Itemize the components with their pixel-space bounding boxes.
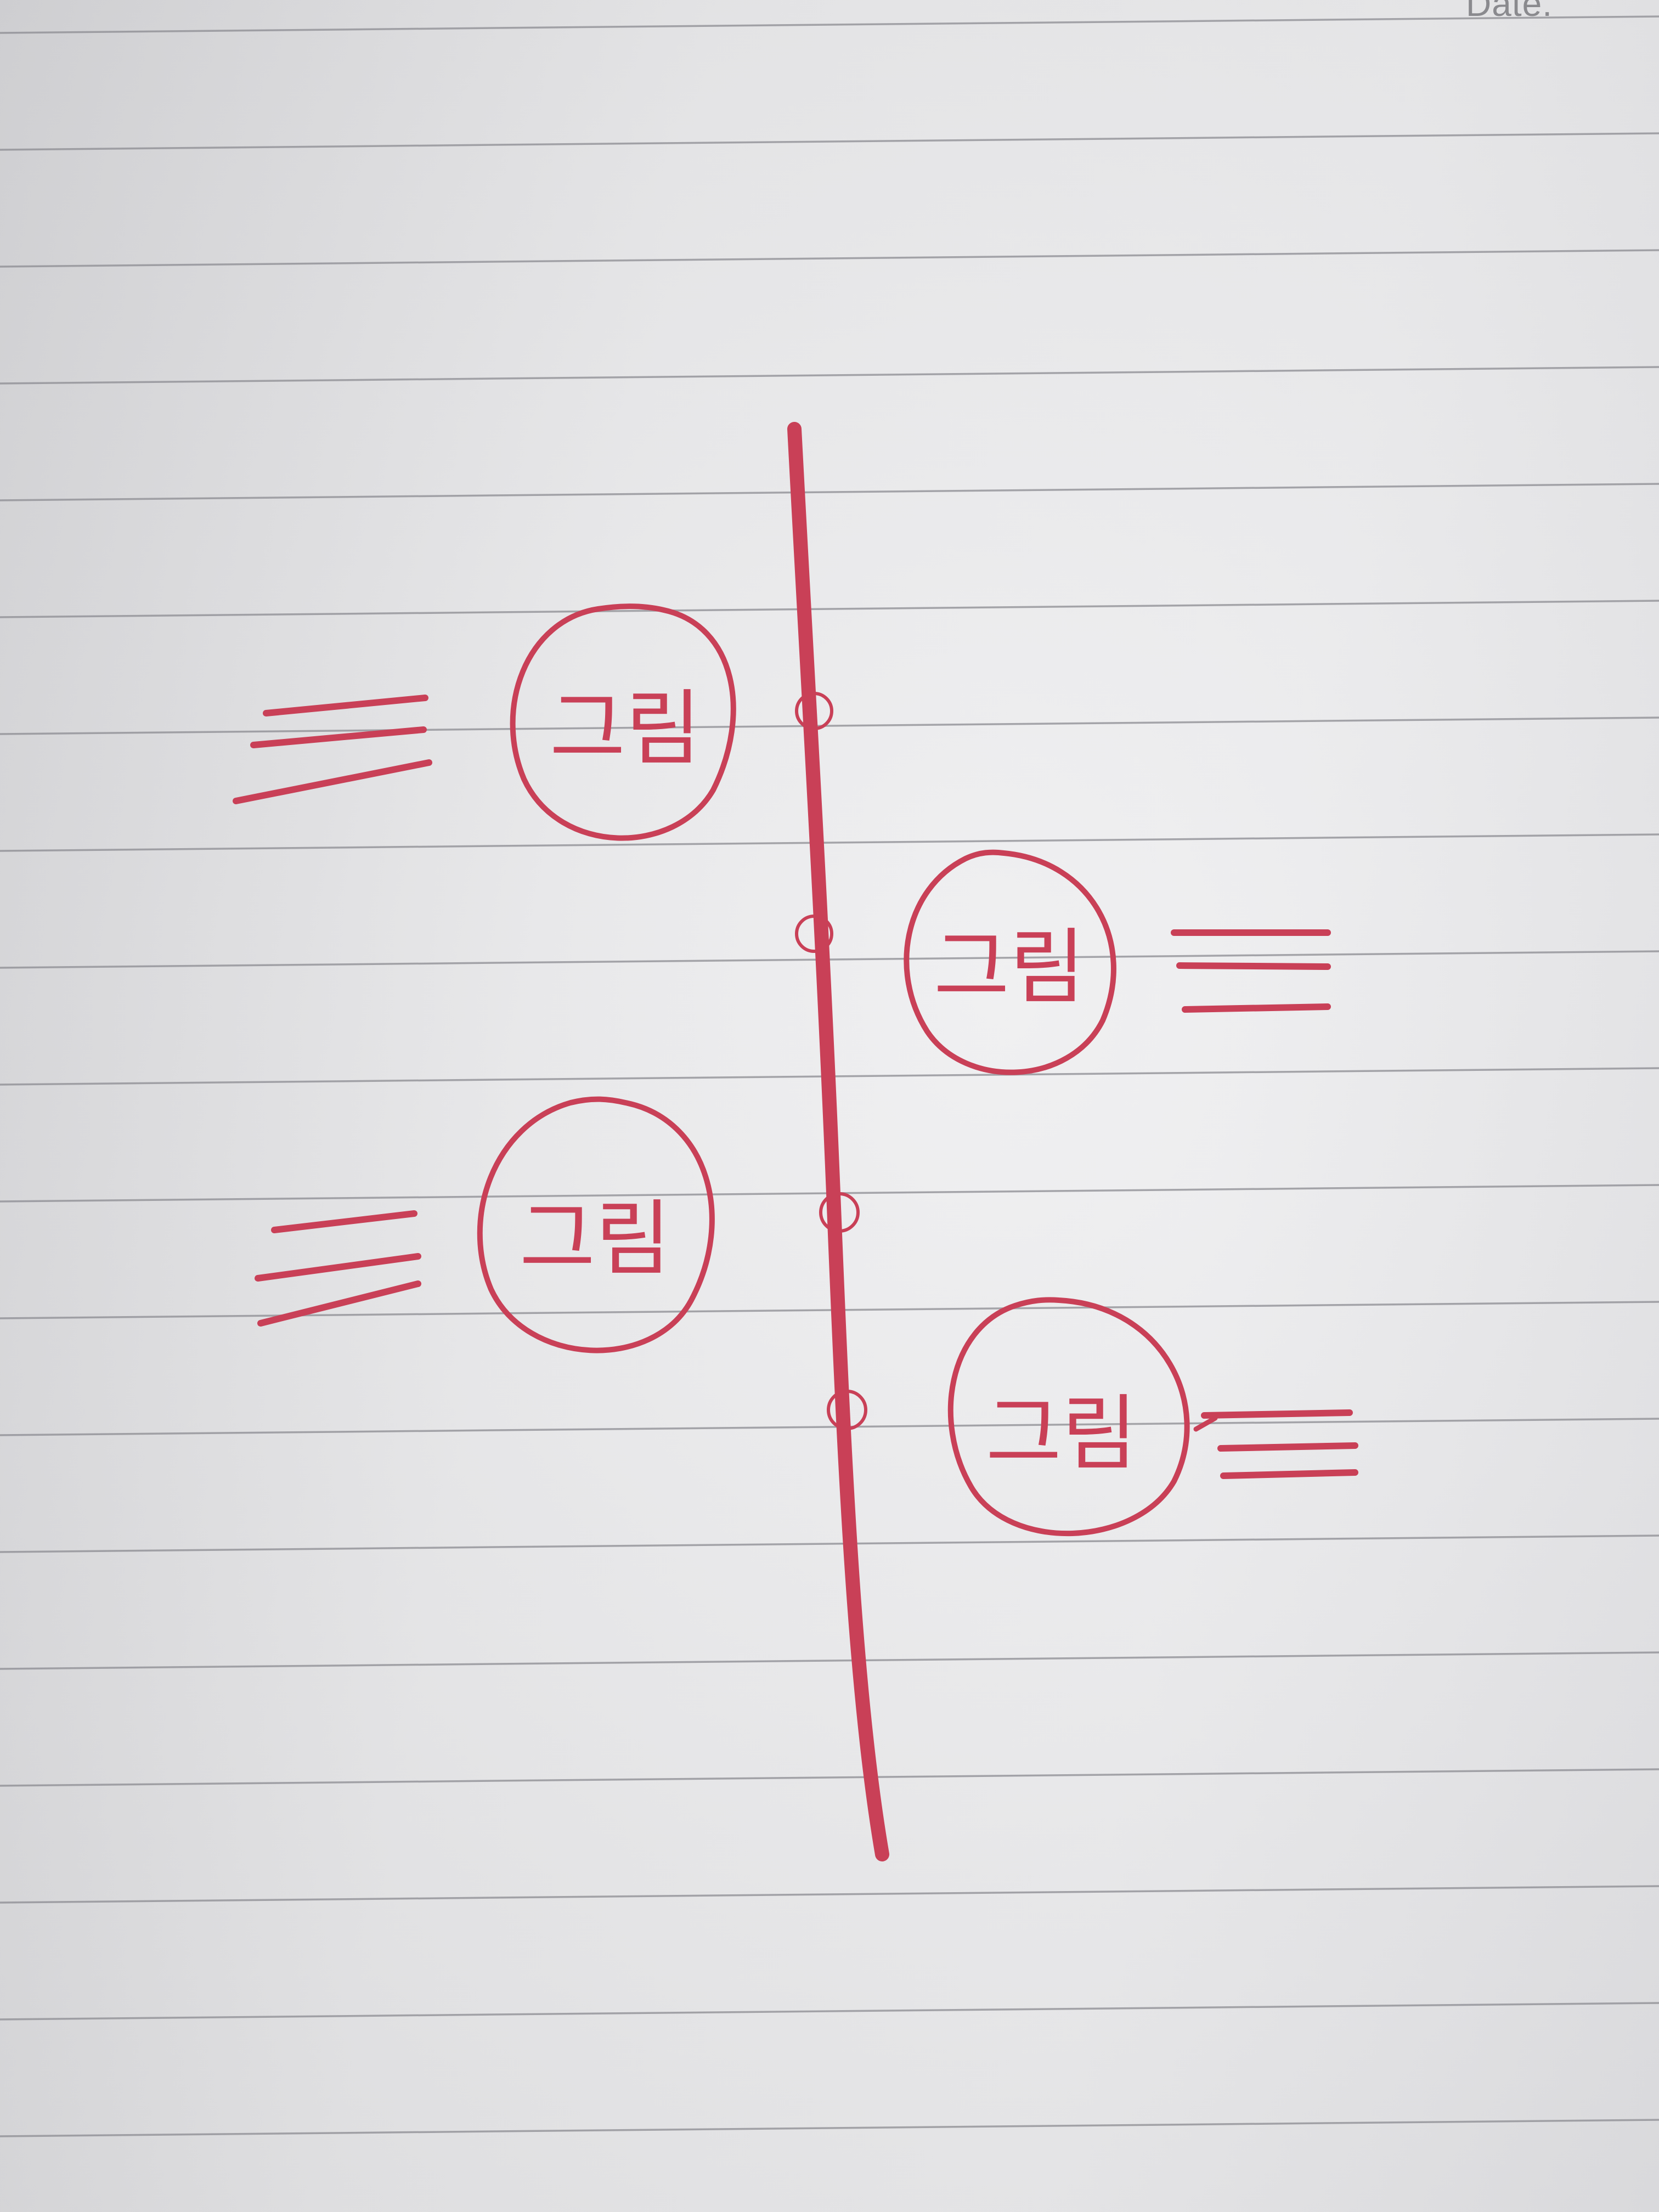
ruled-line: [0, 1301, 1659, 1319]
ruled-line: [0, 2119, 1659, 2137]
timeline-event: 그림: [233, 603, 833, 841]
text-lines-placeholder: [1171, 929, 1331, 1013]
ruled-line: [0, 1534, 1659, 1553]
ruled-line: [0, 1651, 1659, 1670]
connector-stroke: [1193, 1415, 1218, 1432]
event-circle: [510, 603, 736, 841]
event-node: [795, 692, 833, 730]
text-lines-placeholder: [233, 695, 432, 804]
ruled-line: [0, 600, 1659, 618]
event-node: [819, 1192, 860, 1233]
event-node: [795, 915, 833, 953]
ruled-line: [0, 249, 1659, 268]
event-label: 그림: [934, 920, 1085, 1015]
ruled-line: [0, 132, 1659, 151]
date-label: Date.: [1466, 0, 1553, 24]
ruled-line: [0, 2002, 1659, 2021]
text-lines-placeholder: [255, 1210, 421, 1327]
ruled-line: [0, 833, 1659, 852]
ruled-line: [0, 1418, 1659, 1436]
ruled-line: [0, 483, 1659, 501]
text-lines-placeholder: [1201, 1409, 1358, 1479]
event-circle: [477, 1096, 715, 1353]
event-label: 그림: [520, 1192, 671, 1287]
event-label: 그림: [986, 1386, 1137, 1482]
ruled-line: [0, 1768, 1659, 1787]
ruled-line: [0, 15, 1659, 34]
event-circle: [904, 849, 1116, 1075]
timeline-event: 그림: [827, 1297, 1358, 1537]
event-circle: [947, 1297, 1190, 1537]
event-label: 그림: [550, 681, 701, 777]
timeline-event: 그림: [255, 1096, 860, 1353]
timeline-event: 그림: [795, 849, 1331, 1075]
ruled-line: [0, 1885, 1659, 1904]
timeline-spine: [787, 422, 889, 1861]
ruled-line: [0, 716, 1659, 735]
timeline-events: 그림 그림: [233, 603, 1358, 1537]
event-node: [827, 1390, 867, 1430]
ruled-line: [0, 366, 1659, 385]
